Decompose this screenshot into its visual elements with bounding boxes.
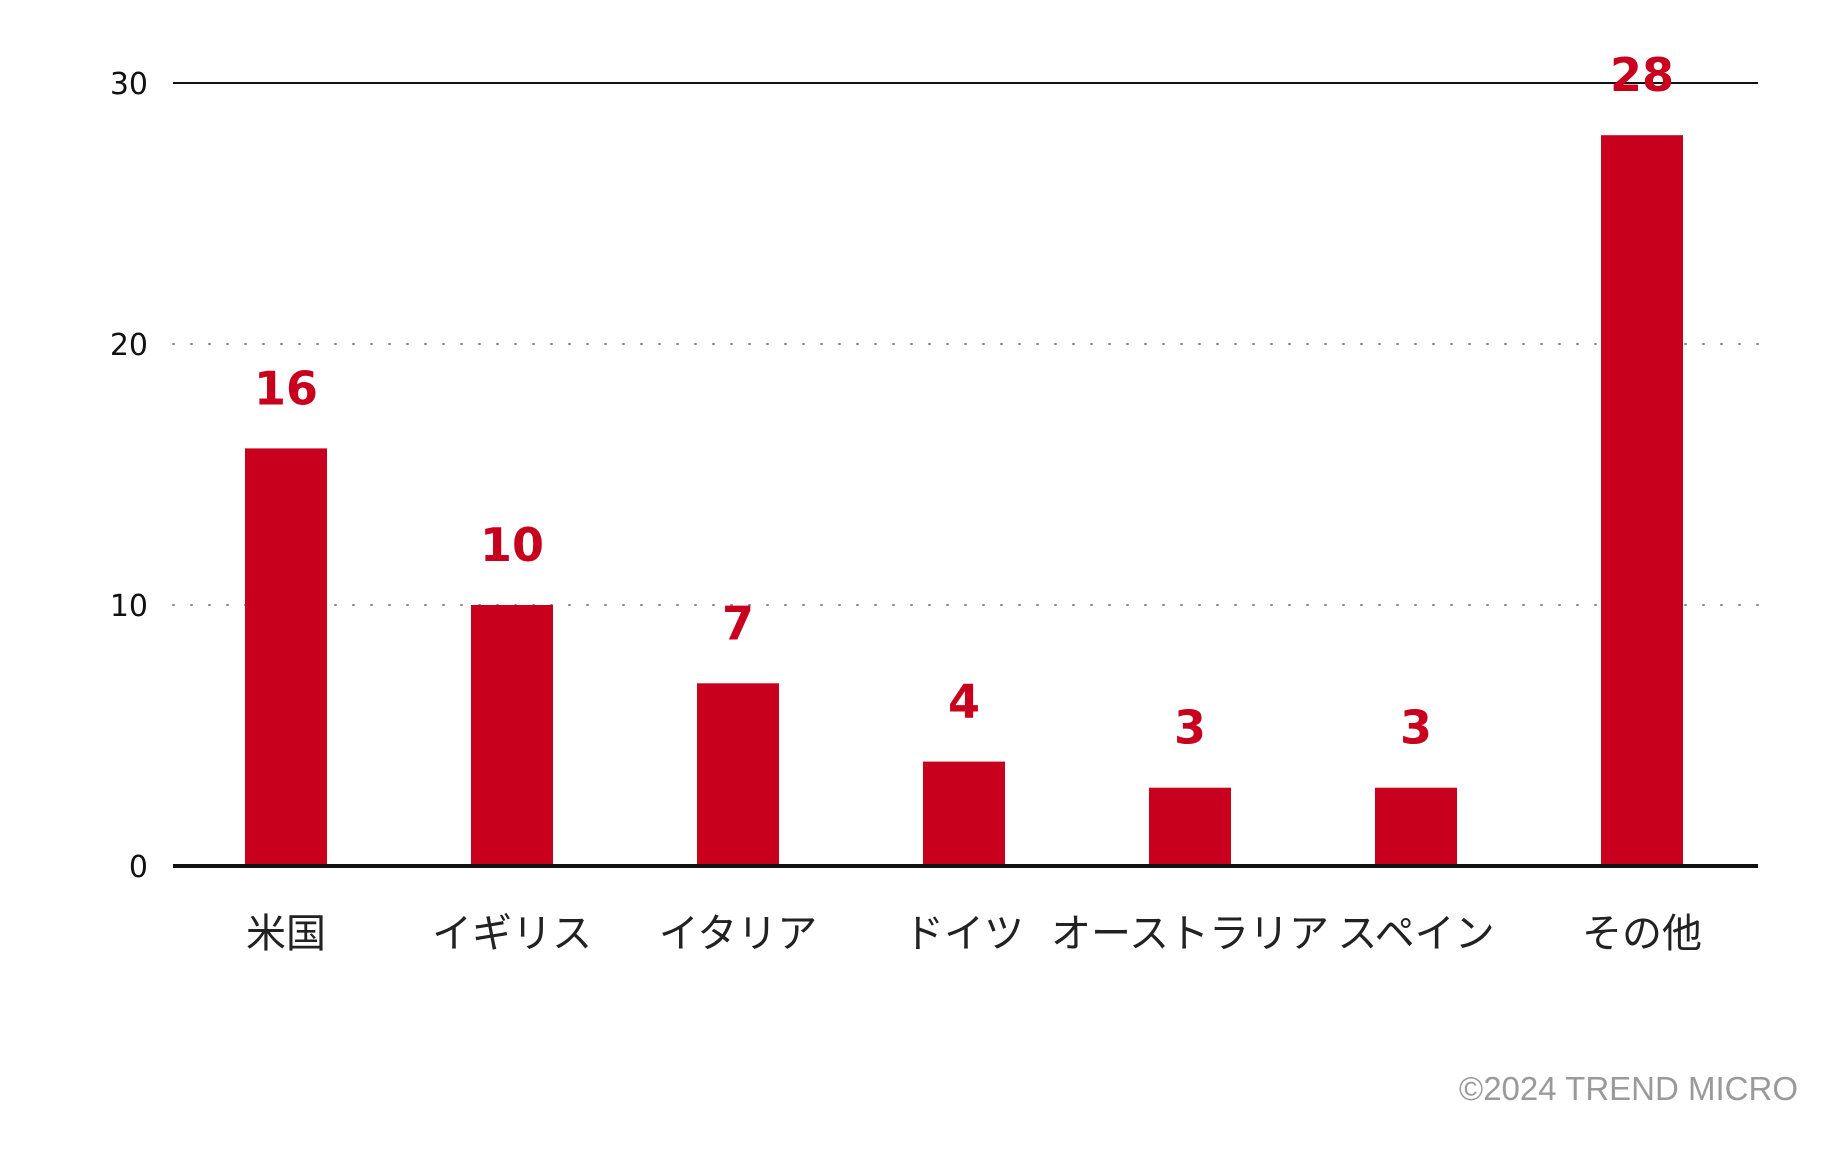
bar [697, 683, 779, 866]
axes [173, 82, 1758, 868]
y-tick-label: 20 [110, 328, 148, 363]
data-label: 3 [1174, 701, 1206, 755]
data-label: 28 [1610, 48, 1674, 102]
y-tick-label: 30 [110, 67, 148, 102]
labels: 0 10 20 30 16 米国 10 イギリス 7 イタリア 4 ドイツ 3 オーストラリア 3 スペイン 2… [110, 48, 1702, 957]
category-label: ドイツ [904, 911, 1024, 957]
bar [923, 761, 1005, 866]
data-label: 10 [480, 518, 544, 572]
category-label: イギリス [432, 911, 592, 957]
category-label: その他 [1582, 911, 1702, 957]
copyright-credit: ©2024 TREND MICRO [1458, 1070, 1798, 1107]
y-tick-label: 0 [129, 850, 148, 885]
data-label: 3 [1400, 701, 1432, 755]
data-label: 7 [722, 596, 754, 650]
category-label: オーストラリア [1051, 911, 1329, 957]
bar [471, 605, 553, 866]
bar [245, 448, 327, 866]
category-label: イタリア [659, 911, 817, 957]
bar [1149, 787, 1231, 866]
bar [1601, 135, 1683, 866]
data-label: 4 [948, 675, 980, 729]
y-tick-label: 10 [110, 589, 148, 624]
data-label: 16 [254, 361, 318, 415]
bar [1375, 787, 1457, 866]
gridlines [172, 343, 1759, 606]
category-label: スペイン [1337, 911, 1494, 957]
category-label: 米国 [246, 911, 326, 957]
bars [245, 135, 1683, 866]
